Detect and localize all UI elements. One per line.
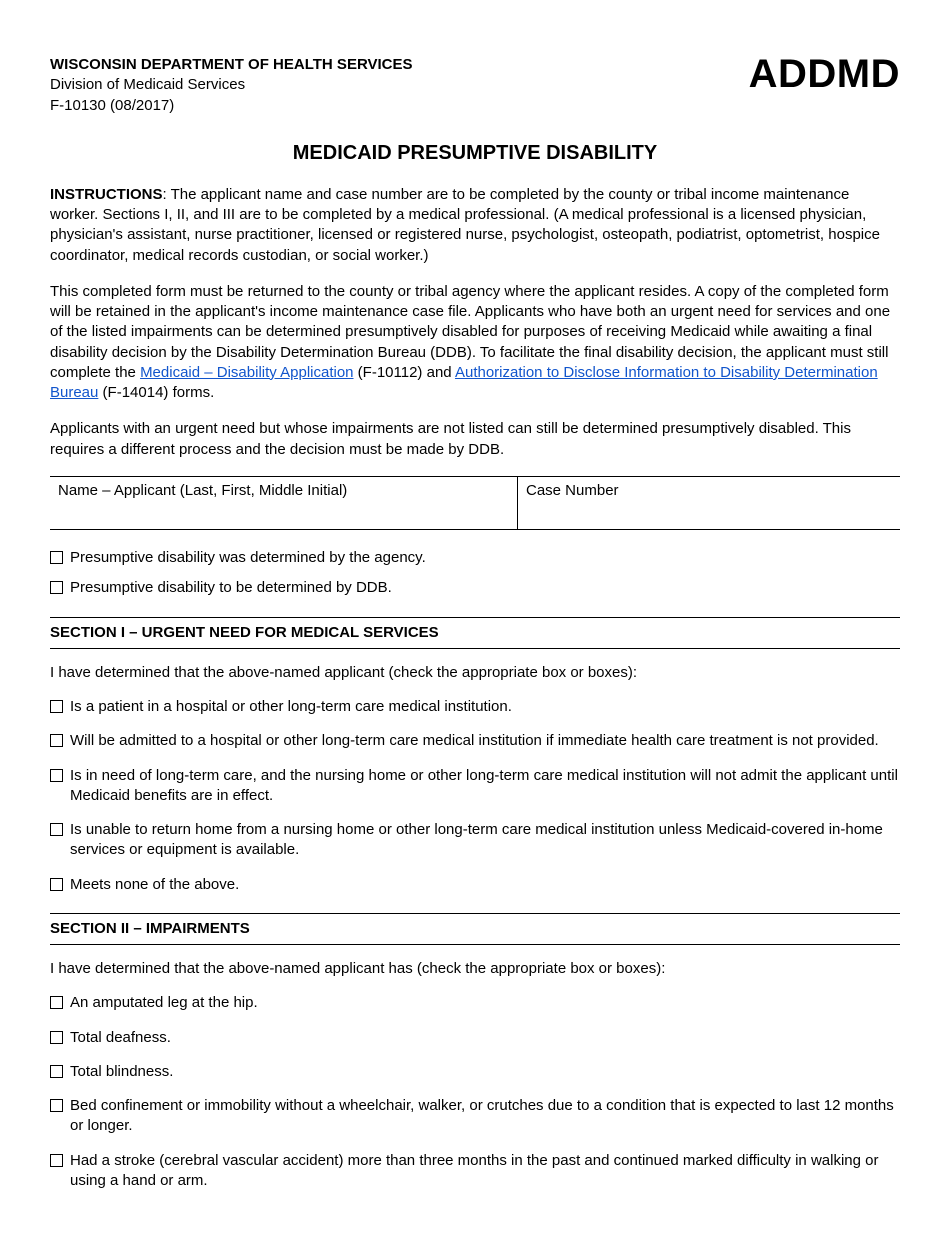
instructions-p1-text: : The applicant name and case number are…: [50, 186, 880, 264]
checkbox-label: Presumptive disability to be determined …: [70, 578, 900, 598]
instructions-p2c: (F-14014) forms.: [98, 384, 214, 401]
checkbox-ddb-determined[interactable]: Presumptive disability to be determined …: [50, 578, 900, 598]
checkbox-icon[interactable]: [50, 823, 63, 836]
checkbox-icon[interactable]: [50, 769, 63, 782]
checkbox-s1-item[interactable]: Will be admitted to a hospital or other …: [50, 731, 900, 751]
instructions-p2: This completed form must be returned to …: [50, 282, 900, 404]
section1-heading: SECTION I – URGENT NEED FOR MEDICAL SERV…: [50, 617, 900, 649]
checkbox-icon[interactable]: [50, 581, 63, 594]
checkbox-icon[interactable]: [50, 551, 63, 564]
checkbox-s2-item[interactable]: Had a stroke (cerebral vascular accident…: [50, 1151, 900, 1192]
checkbox-icon[interactable]: [50, 1099, 63, 1112]
checkbox-label: Total deafness.: [70, 1028, 900, 1048]
checkbox-label: Bed confinement or immobility without a …: [70, 1096, 900, 1137]
top-checkboxes: Presumptive disability was determined by…: [50, 548, 900, 599]
checkbox-agency-determined[interactable]: Presumptive disability was determined by…: [50, 548, 900, 568]
checkbox-icon[interactable]: [50, 734, 63, 747]
applicant-fields-table: Name – Applicant (Last, First, Middle In…: [50, 476, 900, 530]
checkbox-s2-item[interactable]: Total deafness.: [50, 1028, 900, 1048]
checkbox-label: Is in need of long-term care, and the nu…: [70, 766, 900, 807]
field-case-label: Case Number: [526, 482, 619, 499]
instructions-label: INSTRUCTIONS: [50, 186, 163, 203]
checkbox-label: Total blindness.: [70, 1062, 900, 1082]
checkbox-label: Will be admitted to a hospital or other …: [70, 731, 900, 751]
checkbox-label: Is unable to return home from a nursing …: [70, 820, 900, 861]
checkbox-label: An amputated leg at the hip.: [70, 993, 900, 1013]
header-left: WISCONSIN DEPARTMENT OF HEALTH SERVICES …: [50, 55, 413, 116]
section2-heading: SECTION II – IMPAIRMENTS: [50, 913, 900, 945]
checkbox-label: Meets none of the above.: [70, 875, 900, 895]
checkbox-label: Presumptive disability was determined by…: [70, 548, 900, 568]
checkbox-s2-item[interactable]: Bed confinement or immobility without a …: [50, 1096, 900, 1137]
checkbox-s1-item[interactable]: Is in need of long-term care, and the nu…: [50, 766, 900, 807]
field-name-cell[interactable]: Name – Applicant (Last, First, Middle In…: [50, 476, 518, 529]
page-title: MEDICAID PRESUMPTIVE DISABILITY: [50, 140, 900, 167]
instructions-p2b: (F-10112) and: [354, 364, 455, 381]
link-disability-application[interactable]: Medicaid – Disability Application: [140, 364, 353, 381]
field-name-label: Name – Applicant (Last, First, Middle In…: [58, 482, 347, 499]
checkbox-s1-item[interactable]: Meets none of the above.: [50, 875, 900, 895]
checkbox-s2-item[interactable]: Total blindness.: [50, 1062, 900, 1082]
section2-intro: I have determined that the above-named a…: [50, 959, 900, 979]
checkbox-icon[interactable]: [50, 700, 63, 713]
checkbox-label: Had a stroke (cerebral vascular accident…: [70, 1151, 900, 1192]
field-case-cell[interactable]: Case Number: [518, 476, 901, 529]
checkbox-label: Is a patient in a hospital or other long…: [70, 697, 900, 717]
checkbox-s1-item[interactable]: Is a patient in a hospital or other long…: [50, 697, 900, 717]
checkbox-icon[interactable]: [50, 1031, 63, 1044]
section1-intro: I have determined that the above-named a…: [50, 663, 900, 683]
instructions-p1: INSTRUCTIONS: The applicant name and cas…: [50, 185, 900, 266]
checkbox-icon[interactable]: [50, 1065, 63, 1078]
division-name: Division of Medicaid Services: [50, 75, 413, 95]
checkbox-s1-item[interactable]: Is unable to return home from a nursing …: [50, 820, 900, 861]
header: WISCONSIN DEPARTMENT OF HEALTH SERVICES …: [50, 55, 900, 116]
section2-checkboxes: An amputated leg at the hip. Total deafn…: [50, 993, 900, 1191]
section1-checkboxes: Is a patient in a hospital or other long…: [50, 697, 900, 895]
checkbox-icon[interactable]: [50, 878, 63, 891]
department-name: WISCONSIN DEPARTMENT OF HEALTH SERVICES: [50, 55, 413, 75]
checkbox-icon[interactable]: [50, 996, 63, 1009]
checkbox-icon[interactable]: [50, 1154, 63, 1167]
instructions-p3: Applicants with an urgent need but whose…: [50, 419, 900, 460]
form-code: ADDMD: [749, 47, 900, 101]
checkbox-s2-item[interactable]: An amputated leg at the hip.: [50, 993, 900, 1013]
form-number: F-10130 (08/2017): [50, 96, 413, 116]
